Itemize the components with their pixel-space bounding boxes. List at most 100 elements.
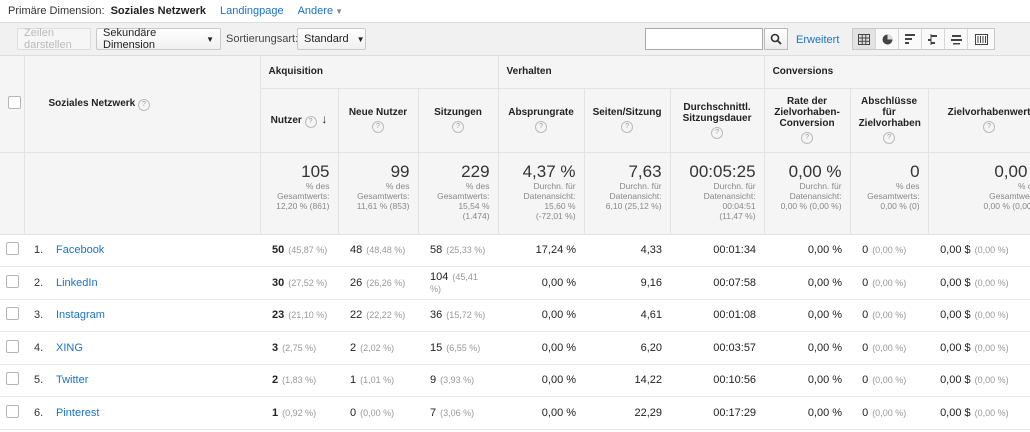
row-network-link[interactable]: Facebook (56, 244, 105, 257)
select-all-cell (0, 56, 25, 153)
help-icon[interactable]: ? (535, 121, 548, 133)
row-checkbox-cell (0, 364, 24, 397)
conversion-rate-cell: 0,00 % (764, 234, 851, 267)
secondary-dimension-dropdown[interactable]: Sekundäre Dimension ▼ (96, 27, 221, 51)
primary-dimension-label: Primäre Dimension: (8, 5, 105, 17)
goal-completions-cell-percent: (0,00 %) (872, 277, 907, 288)
dimension-header-label: Soziales Netzwerk (48, 98, 136, 110)
row-network-link[interactable]: Twitter (56, 374, 89, 387)
row-checkbox[interactable] (5, 307, 19, 321)
bounce-rate-cell: 0,00 % (498, 396, 585, 430)
pages-per-session-cell: 9,16 (584, 266, 671, 300)
totals-subtext: % des (465, 180, 490, 191)
row-checkbox-cell (0, 299, 24, 332)
comparison-view-icon (927, 33, 937, 45)
avg-duration-cell: 00:01:34 (670, 234, 765, 267)
column-header-goal-completions-label: Abschlüsse für Zielvorhaben (858, 96, 921, 129)
row-dimension-cell: 1. Facebook (24, 234, 260, 267)
sessions-cell-value: 7 (430, 406, 437, 419)
sort-descending-icon[interactable]: ↓ (321, 111, 328, 126)
users-cell: 30 (27,52 %) (260, 266, 338, 300)
row-network-link[interactable]: Pinterest (56, 406, 100, 419)
help-icon[interactable]: ? (983, 121, 996, 133)
help-icon[interactable]: ? (138, 99, 150, 112)
dimension-link-landingpage[interactable]: Landingpage (219, 5, 284, 17)
dimension-link-other-label: Andere (297, 5, 334, 17)
bounce-rate-cell: 0,00 % (498, 364, 585, 397)
advanced-filter-link[interactable]: Erweitert (796, 34, 840, 46)
column-header-bounce-rate[interactable]: Absprungrate? (498, 88, 585, 153)
column-header-goal-conversion-rate[interactable]: Rate der Zielvorhaben-Conversion? (764, 88, 851, 153)
dimension-current[interactable]: Soziales Netzwerk (110, 5, 206, 17)
column-header-goal-completions[interactable]: Abschlüsse für Zielvorhaben? (850, 88, 929, 153)
totals-subtext: Datenansicht: (789, 190, 842, 201)
dimension-link-other[interactable]: Andere ▼ (298, 5, 343, 17)
row-dimension-cell: 2. LinkedIn (24, 266, 260, 300)
goal-completions-cell: 0 (0,00 %) (850, 234, 929, 267)
new-users-cell-percent: (1,01 %) (360, 375, 395, 386)
row-dimension-cell: 3. Instagram (24, 299, 260, 332)
column-header-sessions[interactable]: Sitzungen? (418, 88, 499, 153)
column-header-goal-value[interactable]: Zielvorhabenwert? (928, 88, 1030, 153)
help-icon[interactable]: ? (621, 121, 634, 133)
help-icon[interactable]: ? (452, 121, 465, 133)
table-row: 5. Twitter 2 (1,83 %) 1 (1,01 %) 9 (3,93 %) 0,00… (0, 364, 1030, 397)
pie-view-button[interactable] (876, 29, 899, 49)
users-cell: 1 (0,92 %) (260, 396, 338, 430)
help-icon[interactable]: ? (801, 132, 814, 144)
help-icon[interactable]: ? (883, 132, 896, 144)
table-search-input[interactable] (645, 28, 763, 50)
goal-value-cell: 0,00 $ (0,00 %) (928, 299, 1030, 332)
row-checkbox[interactable] (5, 242, 19, 256)
totals-subtext: Durchn. für (713, 180, 756, 191)
row-rank: 6. (34, 406, 44, 419)
totals-subtext: % des (385, 180, 410, 191)
comparison-view-button[interactable] (922, 29, 945, 49)
row-checkbox[interactable] (5, 404, 19, 418)
table-row: 3. Instagram 23 (21,10 %) 22 (22,22 %) 36 (15,7… (0, 299, 1030, 332)
table-view-button[interactable] (853, 29, 876, 49)
new-users-cell-value: 26 (350, 276, 363, 289)
search-button[interactable] (764, 28, 788, 50)
select-all-checkbox[interactable] (8, 95, 21, 109)
conversion-rate-cell: 0,00 % (764, 266, 851, 300)
row-checkbox[interactable] (5, 372, 19, 386)
column-header-bounce-rate-label: Absprungrate (508, 107, 574, 118)
users-cell-percent: (27,52 %) (288, 277, 328, 288)
row-network-link[interactable]: XING (56, 341, 83, 354)
sessions-cell-value: 15 (430, 341, 443, 354)
goal-value-cell-value: 0,00 $ (940, 309, 971, 322)
totals-value: 7,63 (628, 161, 662, 181)
sessions-cell-percent: (6,55 %) (446, 342, 481, 353)
help-icon[interactable]: ? (711, 126, 724, 139)
totals-subtext: Gesamtwerts: (357, 190, 410, 201)
row-network-link[interactable]: Instagram (56, 309, 105, 322)
column-header-users[interactable]: Nutzer ? ↓ (260, 88, 339, 153)
totals-subtext: 6,10 (25,12 %) (605, 200, 662, 211)
column-header-avg-session-duration[interactable]: Durchschnittl. Sitzungsdauer? (670, 88, 765, 153)
totals-cell: 00:05:25 Durchn. für Datenansicht: 00:04:51… (670, 152, 765, 235)
column-header-pages-per-session[interactable]: Seiten/Sitzung? (584, 88, 671, 153)
row-network-link[interactable]: LinkedIn (56, 276, 98, 289)
totals-subtext: Datenansicht: (703, 190, 756, 201)
table-row: 2. LinkedIn 30 (27,52 %) 26 (26,26 %) 104 (45,4… (0, 266, 1030, 300)
column-header-new-users[interactable]: Neue Nutzer? (338, 88, 419, 153)
term-cloud-view-button[interactable] (945, 29, 968, 49)
new-users-cell: 2 (2,02 %) (338, 331, 418, 365)
sessions-cell-percent: (45,41 %) (430, 271, 478, 294)
totals-subtext: 0,00 % (0) (880, 200, 920, 211)
help-icon[interactable]: ? (372, 121, 384, 133)
goal-completions-cell-value: 0 (862, 406, 869, 419)
performance-view-button[interactable] (899, 29, 922, 49)
pages-per-session-cell: 4,61 (584, 299, 671, 332)
row-checkbox[interactable] (5, 274, 19, 288)
dimension-header[interactable]: Soziales Netzwerk ? (24, 56, 261, 153)
row-checkbox[interactable] (5, 339, 19, 353)
term-cloud-view-icon (950, 34, 962, 44)
show-rows-button[interactable]: Zeilen darstellen (17, 27, 91, 51)
new-users-cell-percent: (48,48 %) (366, 245, 406, 256)
pivot-view-button[interactable] (968, 29, 994, 49)
sort-type-dropdown[interactable]: Standard ▼ (297, 28, 366, 50)
help-icon[interactable]: ? (304, 115, 317, 128)
